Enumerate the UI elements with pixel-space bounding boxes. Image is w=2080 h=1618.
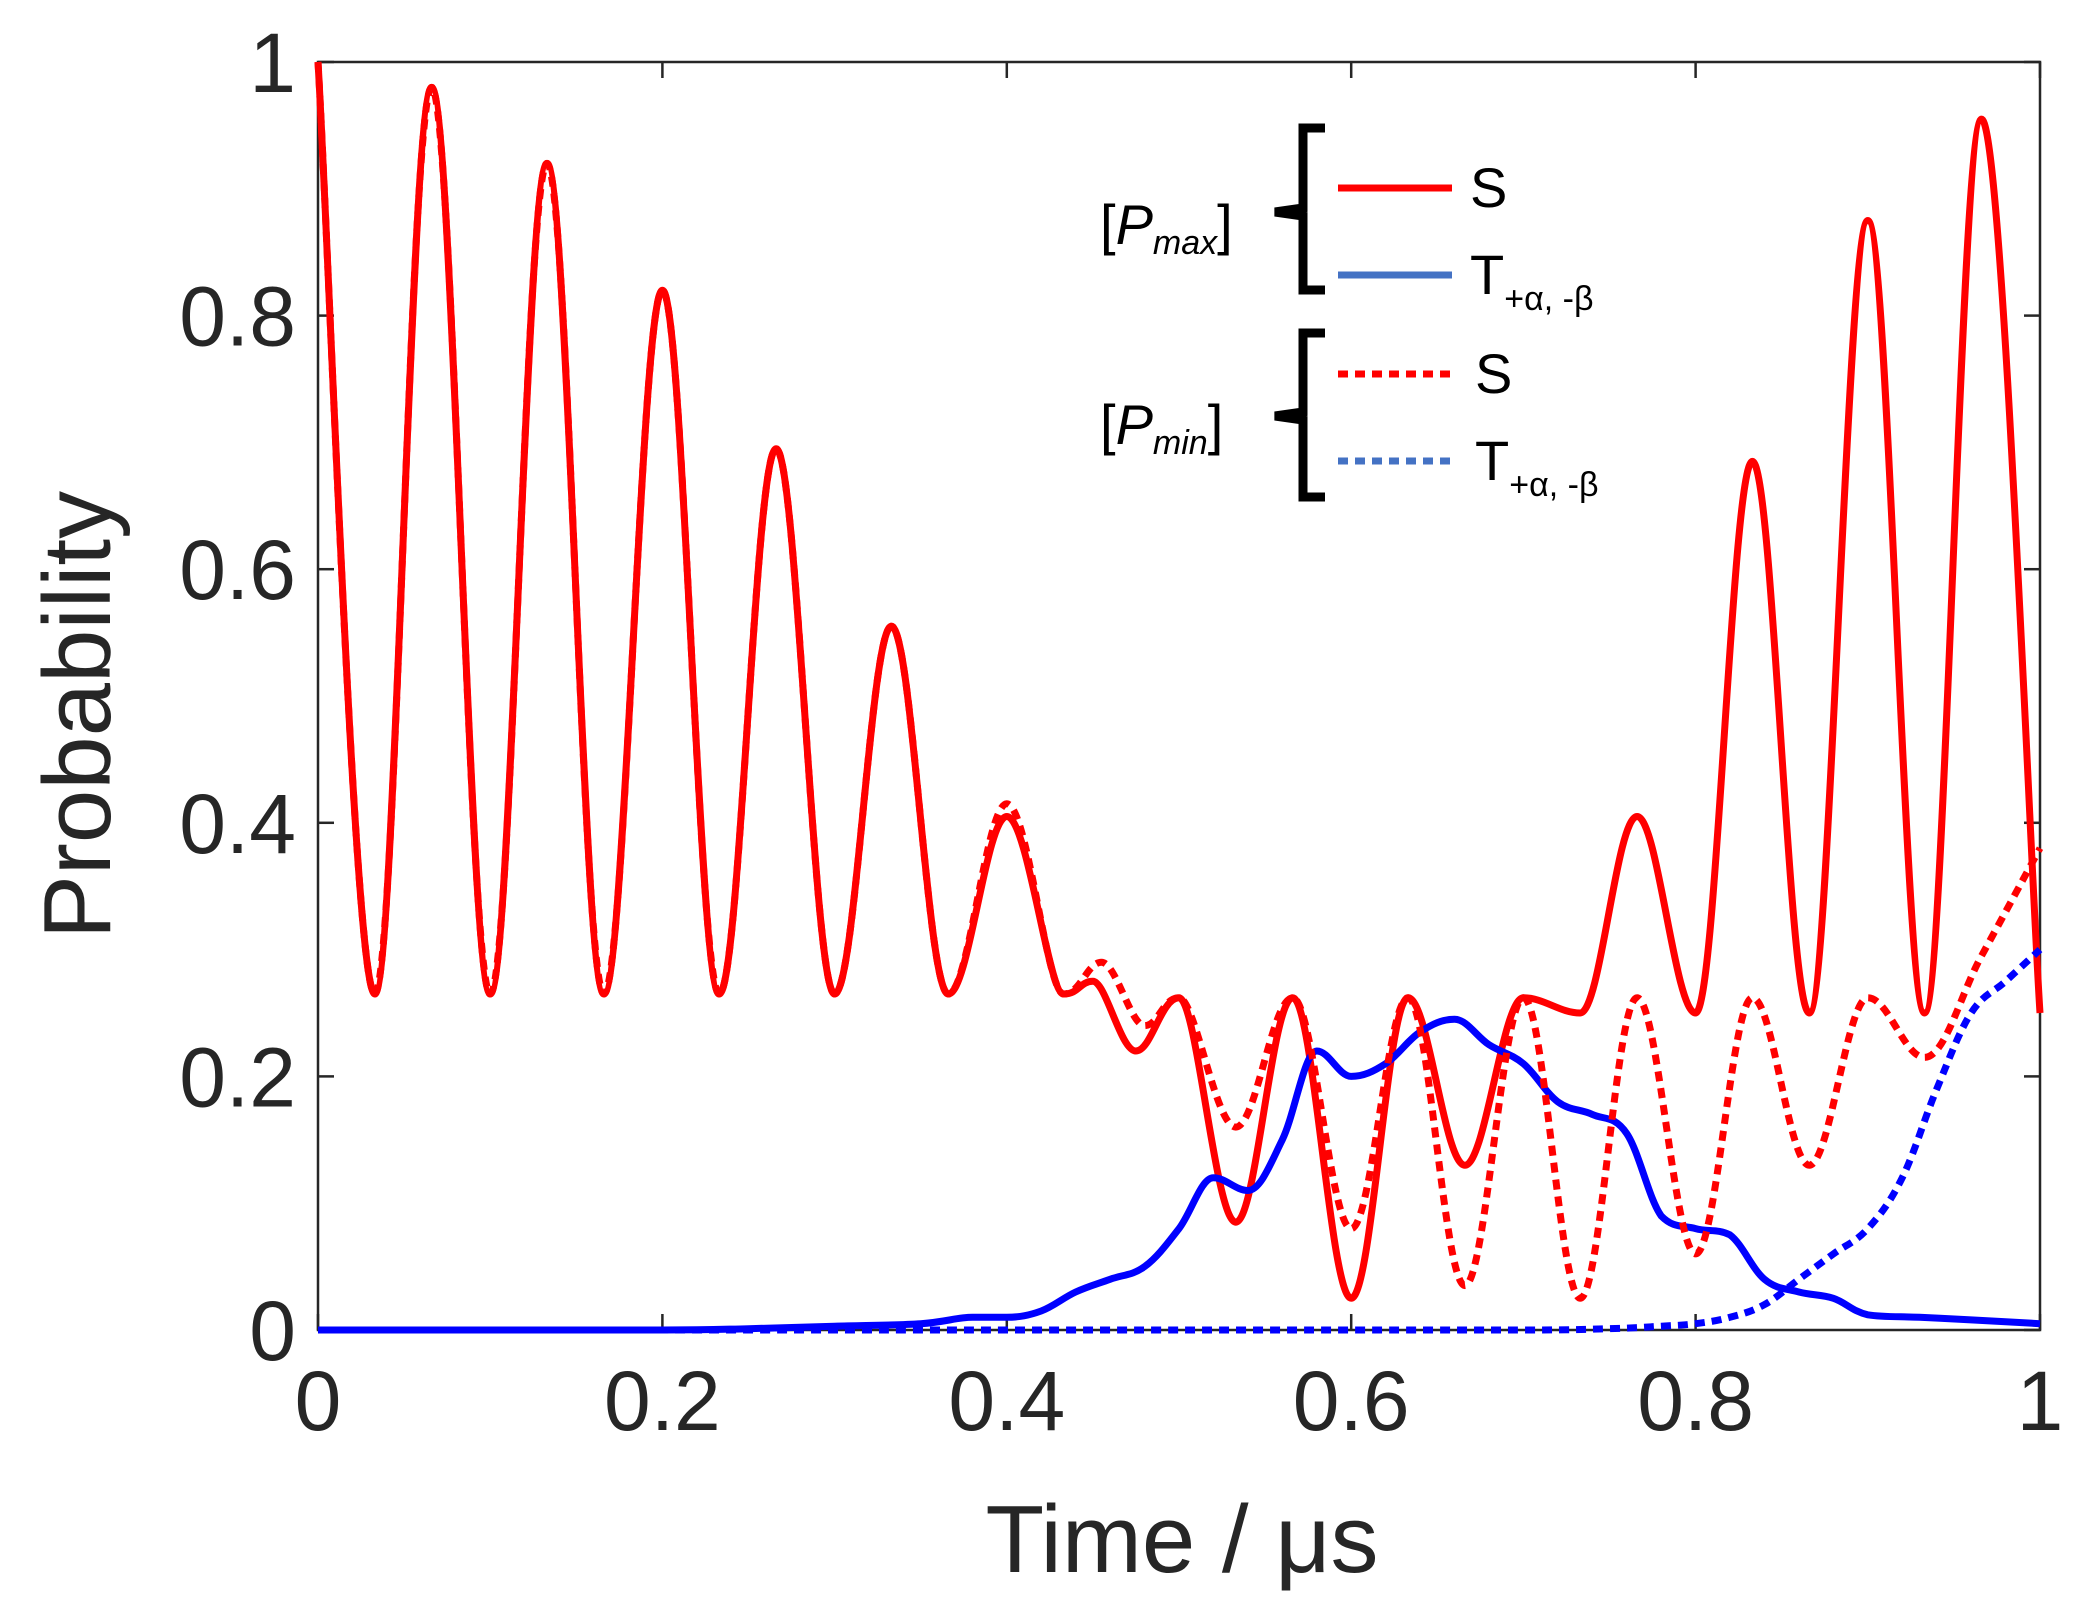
legend-brace-max [1274, 123, 1325, 295]
x-tick-label: 0 [295, 1354, 342, 1448]
y-axis-title: Probability [24, 491, 131, 939]
x-tick-label: 0.2 [604, 1354, 721, 1448]
series-line-0 [314, 61, 2044, 1302]
y-tick-label: 0 [249, 1284, 296, 1378]
plot-area: 0 0.2 0.4 0.6 0.8 1 0 0.2 0.4 0.6 0.8 1 [179, 16, 2063, 1448]
x-tick-label: 0.6 [1293, 1354, 1410, 1448]
x-axis-title: Time / μs [985, 1486, 1378, 1593]
y-tick-label: 0.4 [179, 777, 296, 871]
x-tick-label: 0.4 [948, 1354, 1065, 1448]
x-tick-label: 1 [2017, 1354, 2064, 1448]
series-line-1 [318, 1015, 2041, 1334]
x-tick-label: 0.8 [1637, 1354, 1754, 1448]
y-tick-label: 0.2 [179, 1030, 296, 1124]
legend-entry-t-max: T+α, -β [1470, 243, 1594, 318]
legend: [Pmax] S T+α, -β [Pmin] S T+α, -β [1100, 123, 1599, 504]
legend-entry-s-max: S [1470, 156, 1507, 219]
y-tick-label: 1 [249, 16, 296, 110]
series-line-2 [314, 61, 2044, 1302]
y-tick-label: 0.6 [179, 523, 296, 617]
series-line-3 [318, 947, 2043, 1334]
plot-frame [316, 60, 2042, 1332]
y-tick-label: 0.8 [179, 270, 296, 364]
legend-entry-t-min: T+α, -β [1475, 429, 1599, 504]
legend-group-label-max: [Pmax] [1100, 193, 1233, 262]
legend-brace-min [1274, 328, 1325, 502]
legend-entry-s-min: S [1475, 342, 1512, 405]
legend-group-label-min: [Pmin] [1100, 393, 1223, 462]
